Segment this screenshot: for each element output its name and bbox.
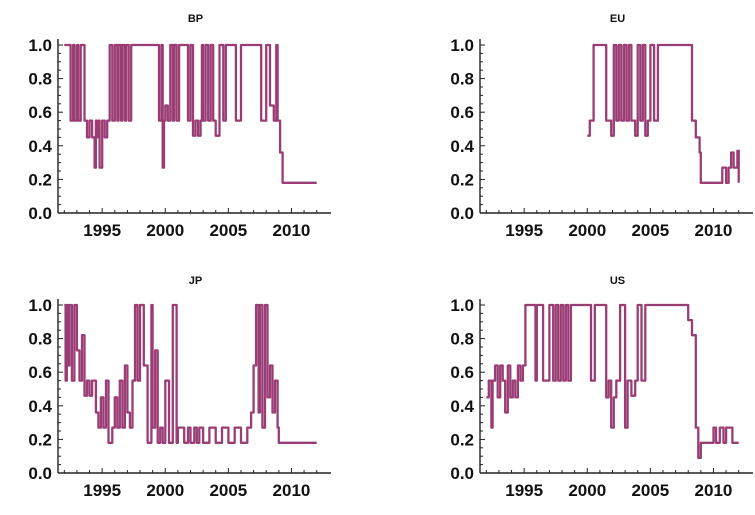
y-tick-label-jp: 0.4 — [28, 397, 52, 416]
y-tick-label-eu: 1.0 — [450, 36, 474, 55]
x-tick-label-jp: 2000 — [146, 481, 184, 500]
y-tick-label-us: 0.8 — [450, 330, 474, 349]
y-tick-label-eu: 0.2 — [450, 170, 474, 189]
y-tick-label-us: 0.6 — [450, 363, 474, 382]
y-tick-label-bp: 0.0 — [28, 204, 52, 223]
x-tick-label-eu: 1995 — [505, 221, 543, 240]
y-tick-label-jp: 0.6 — [28, 363, 52, 382]
y-tick-label-eu: 0.8 — [450, 70, 474, 89]
y-tick-label-eu: 0.6 — [450, 103, 474, 122]
x-tick-label-us: 2000 — [568, 481, 606, 500]
x-tick-label-eu: 2000 — [568, 221, 606, 240]
chart-panel-eu: EU 0.0 0.2 0.4 0.6 0.8 1.0 1995 2000 2005 2010 — [450, 13, 753, 240]
x-tick-label-jp: 2005 — [209, 481, 247, 500]
y-tick-label-jp: 0.8 — [28, 330, 52, 349]
x-tick-label-bp: 1995 — [83, 221, 121, 240]
x-tick-label-eu: 2010 — [695, 221, 733, 240]
y-tick-label-bp: 0.2 — [28, 170, 52, 189]
y-tick-label-bp: 0.8 — [28, 70, 52, 89]
chart-panel-jp: JP 0.0 0.2 0.4 0.6 0.8 1.0 1995 2000 2005 2010 — [28, 275, 331, 500]
x-tick-label-bp: 2005 — [209, 221, 247, 240]
y-tick-label-jp: 0.2 — [28, 430, 52, 449]
series-line-us — [486, 303, 739, 460]
x-tick-label-eu: 2005 — [631, 221, 669, 240]
x-tick-label-jp: 1995 — [83, 481, 121, 500]
y-tick-label-us: 0.2 — [450, 430, 474, 449]
x-tick-label-us: 2010 — [695, 481, 733, 500]
series-line-bp — [64, 43, 317, 184]
series-line-eu — [587, 43, 740, 184]
chart-panel-us: US 0.0 0.2 0.4 0.6 0.8 1.0 1995 2000 2005 2010 — [450, 275, 753, 500]
x-tick-label-bp: 2010 — [273, 221, 311, 240]
chart-title-bp: BP — [188, 13, 203, 25]
y-tick-label-eu: 0.0 — [450, 204, 474, 223]
y-tick-label-bp: 1.0 — [28, 36, 52, 55]
y-tick-label-jp: 1.0 — [28, 296, 52, 315]
series-line-jp — [64, 303, 317, 444]
chart-title-jp: JP — [189, 275, 202, 287]
y-tick-label-eu: 0.4 — [450, 137, 474, 156]
y-tick-label-us: 0.0 — [450, 464, 474, 483]
x-tick-label-jp: 2010 — [273, 481, 311, 500]
y-tick-label-bp: 0.6 — [28, 103, 52, 122]
y-tick-label-jp: 0.0 — [28, 464, 52, 483]
chart-title-eu: EU — [610, 13, 625, 25]
x-tick-label-us: 2005 — [631, 481, 669, 500]
x-tick-label-us: 1995 — [505, 481, 543, 500]
x-tick-label-bp: 2000 — [146, 221, 184, 240]
y-tick-label-bp: 0.4 — [28, 137, 52, 156]
chart-title-us: US — [610, 275, 625, 287]
chart-panel-bp: BP 0.0 0.2 0.4 0.6 0.8 1.0 1995 2000 2005 2010 — [28, 13, 331, 240]
y-tick-label-us: 0.4 — [450, 397, 474, 416]
y-tick-label-us: 1.0 — [450, 296, 474, 315]
